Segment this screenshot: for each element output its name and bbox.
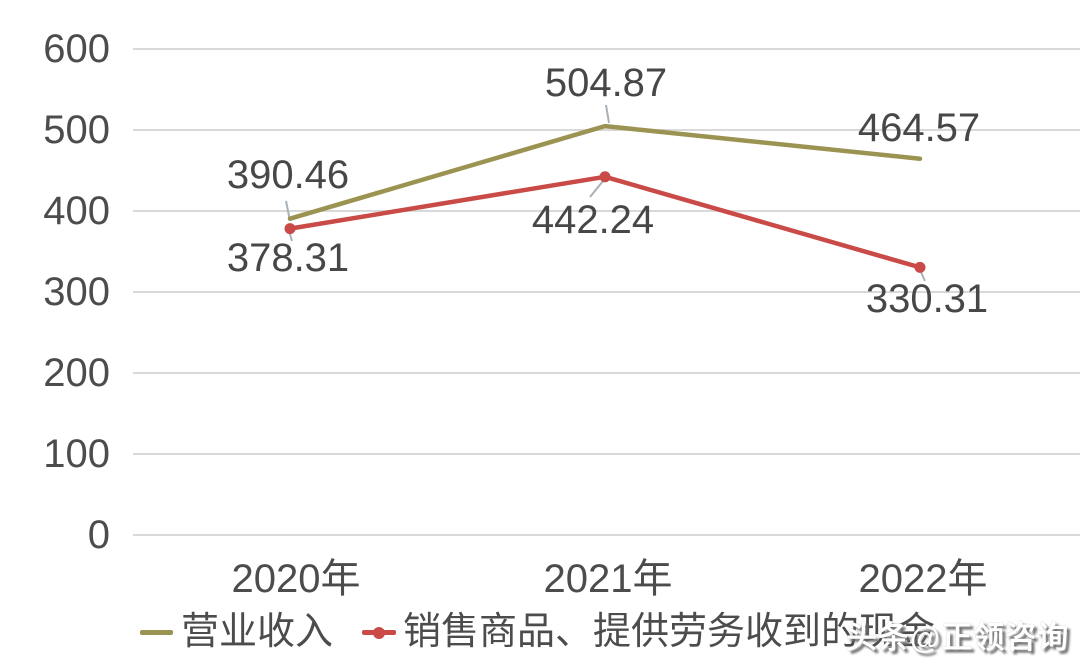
gridline-0 (133, 534, 1080, 536)
data-label-revenue-2020: 390.46 (226, 153, 350, 197)
y-axis-tick: 400 (43, 189, 110, 233)
series-marker (914, 261, 926, 273)
label-leader-line (589, 180, 604, 198)
y-axis-tick: 500 (43, 108, 110, 152)
legend-dot-cash-icon (373, 626, 385, 639)
legend-line-cash-icon (362, 626, 396, 639)
series-marker (599, 171, 611, 183)
series-marker (284, 223, 296, 235)
data-label-cash-2020: 378.31 (226, 236, 350, 280)
gridline-300 (133, 291, 1080, 293)
legend-label-revenue: 营业收入 (181, 611, 334, 653)
data-label-cash-2022: 330.31 (865, 277, 989, 321)
gridline-100 (133, 453, 1080, 455)
y-axis-tick: 100 (43, 432, 110, 476)
gridline-200 (133, 372, 1080, 374)
legend-line-revenue-icon (140, 630, 173, 635)
data-label-revenue-2021: 504.87 (544, 61, 668, 105)
legend-label-cash: 销售商品、提供劳务收到的现金 (403, 611, 936, 653)
x-axis-label-2021: 2021年 (543, 557, 673, 601)
y-axis-tick: 600 (43, 27, 110, 71)
watermark: 头条@正领咨询 (846, 620, 1070, 655)
data-label-revenue-2022: 464.57 (857, 106, 981, 150)
legend: 营业收入 销售商品、提供劳务收到的现金 (0, 608, 1080, 660)
x-axis-label-2020: 2020年 (231, 557, 361, 601)
label-leader-line (605, 104, 610, 124)
y-axis-tick: 300 (43, 270, 110, 314)
data-label-cash-2021: 442.24 (531, 198, 655, 242)
y-axis-tick: 200 (43, 351, 110, 395)
y-axis-tick: 0 (87, 513, 110, 557)
gridline-600 (133, 48, 1080, 50)
x-axis-label-2022: 2022年 (858, 557, 988, 601)
